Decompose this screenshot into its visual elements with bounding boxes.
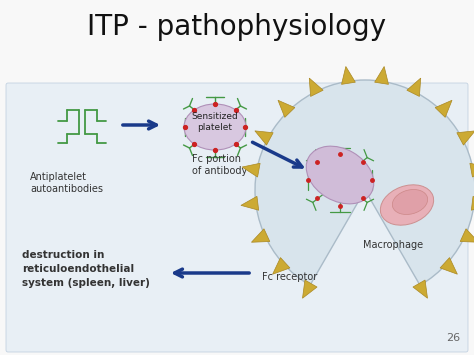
Polygon shape [470, 163, 474, 177]
Text: Antiplatelet
autoantibodies: Antiplatelet autoantibodies [30, 172, 103, 193]
Polygon shape [460, 229, 474, 242]
Ellipse shape [380, 185, 434, 225]
Polygon shape [273, 258, 290, 274]
Polygon shape [471, 196, 474, 210]
Polygon shape [341, 66, 356, 84]
Polygon shape [435, 100, 452, 118]
Polygon shape [251, 229, 270, 242]
Polygon shape [255, 131, 273, 145]
Polygon shape [302, 280, 317, 298]
Text: destruction in
reticuloendothelial
system (spleen, liver): destruction in reticuloendothelial syste… [22, 250, 150, 288]
Polygon shape [407, 78, 421, 97]
Wedge shape [255, 80, 474, 285]
Text: Macrophage: Macrophage [363, 240, 423, 250]
Text: Sensitized
platelet: Sensitized platelet [191, 112, 238, 132]
FancyBboxPatch shape [6, 83, 468, 352]
Text: Fc portion
of antibody: Fc portion of antibody [192, 154, 247, 176]
Text: 26: 26 [446, 333, 460, 343]
Text: ITP - pathophysiology: ITP - pathophysiology [88, 13, 386, 41]
Polygon shape [278, 100, 295, 118]
Polygon shape [440, 258, 457, 274]
Ellipse shape [392, 190, 428, 214]
Text: Fc receptor: Fc receptor [262, 272, 317, 282]
Polygon shape [242, 163, 260, 177]
Ellipse shape [184, 104, 246, 150]
Ellipse shape [306, 146, 374, 204]
Polygon shape [374, 66, 389, 84]
Polygon shape [413, 280, 428, 298]
Polygon shape [457, 131, 474, 145]
Polygon shape [309, 78, 323, 97]
Polygon shape [241, 196, 259, 210]
